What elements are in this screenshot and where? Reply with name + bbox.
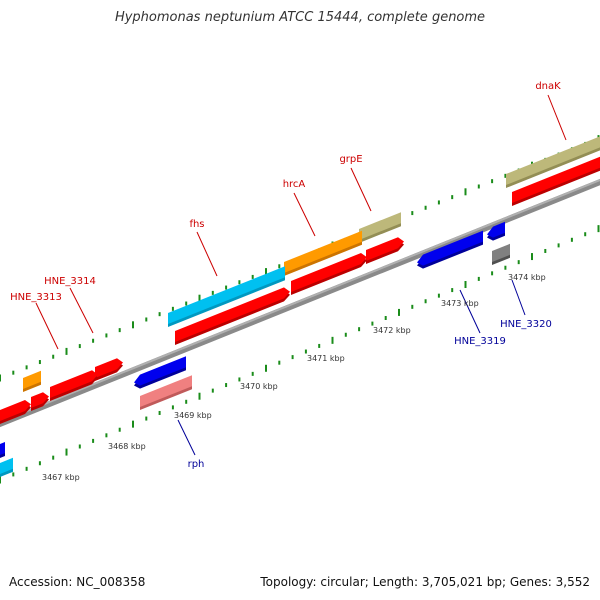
gene-grpe-khaki[interactable] bbox=[359, 212, 401, 240]
gene-hne3319b[interactable] bbox=[487, 221, 505, 238]
leader-line-hne3320 bbox=[511, 279, 526, 316]
gene-label-grpe[interactable]: grpE bbox=[339, 154, 362, 165]
gene-hrca[interactable] bbox=[291, 253, 367, 292]
gene-grpe[interactable] bbox=[366, 237, 404, 261]
gene-rph-blue[interactable] bbox=[134, 356, 186, 386]
kbp-label-3473: 3473 kbp bbox=[441, 299, 479, 308]
gene-hne3319[interactable] bbox=[417, 230, 483, 266]
gene-label-hne3320[interactable]: HNE_3320 bbox=[500, 319, 552, 330]
gene-dnak[interactable] bbox=[506, 134, 600, 185]
gene-left-red[interactable] bbox=[0, 400, 31, 423]
gene-fhs[interactable] bbox=[168, 266, 285, 324]
genome-backbone-highlight bbox=[0, 178, 600, 424]
gene-label-hne3319[interactable]: HNE_3319 bbox=[454, 336, 506, 347]
leader-line-rph bbox=[177, 419, 196, 456]
kbp-label-3471: 3471 kbp bbox=[307, 354, 345, 363]
gene-label-rph[interactable]: rph bbox=[188, 459, 205, 470]
leader-line-hrca bbox=[293, 192, 316, 237]
leader-line-dnak bbox=[547, 94, 567, 141]
genome-backbone bbox=[0, 178, 600, 428]
gene-hne3320[interactable] bbox=[492, 243, 510, 262]
gene-hrca-orange[interactable] bbox=[284, 230, 362, 273]
leader-line-fhs bbox=[196, 231, 218, 277]
leader-line-hne3319 bbox=[459, 289, 481, 334]
leader-line-hne3313 bbox=[35, 302, 59, 350]
gene-label-hne3314[interactable]: HNE_3314 bbox=[44, 276, 96, 287]
gene-fhs-red[interactable] bbox=[175, 287, 290, 342]
gene-label-hrca[interactable]: hrcA bbox=[283, 179, 306, 190]
leader-line-grpe bbox=[350, 167, 372, 212]
topology-text: Topology: circular; Length: 3,705,021 bp… bbox=[260, 575, 590, 589]
gene-dnak-red[interactable] bbox=[512, 156, 600, 203]
gene-rph[interactable] bbox=[140, 375, 192, 407]
gene-label-hne3313[interactable]: HNE_3313 bbox=[10, 292, 62, 303]
gene-hne3313-orange[interactable] bbox=[23, 370, 41, 389]
gene-hne3314b[interactable] bbox=[50, 370, 98, 398]
accession-text: Accession: NC_008358 bbox=[9, 575, 146, 589]
kbp-label-3472: 3472 kbp bbox=[373, 326, 411, 335]
gene-label-fhs[interactable]: fhs bbox=[189, 219, 204, 230]
gene-hne3313[interactable] bbox=[31, 392, 49, 408]
kbp-label-3470: 3470 kbp bbox=[240, 382, 278, 391]
reverse-strand-ticks bbox=[0, 225, 600, 484]
gene-left-cyan[interactable] bbox=[0, 457, 13, 476]
kbp-label-3469: 3469 kbp bbox=[174, 411, 212, 420]
kbp-label-3474: 3474 kbp bbox=[508, 273, 546, 282]
kbp-label-3468: 3468 kbp bbox=[108, 442, 146, 451]
leader-line-hne3314 bbox=[69, 287, 94, 334]
gene-left-blue[interactable] bbox=[0, 442, 5, 457]
map-title: Hyphomonas neptunium ATCC 15444, complet… bbox=[114, 10, 486, 25]
gene-hne3314[interactable] bbox=[95, 358, 123, 378]
kbp-label-3467: 3467 kbp bbox=[42, 473, 80, 482]
gene-label-dnak[interactable]: dnaK bbox=[535, 81, 561, 92]
